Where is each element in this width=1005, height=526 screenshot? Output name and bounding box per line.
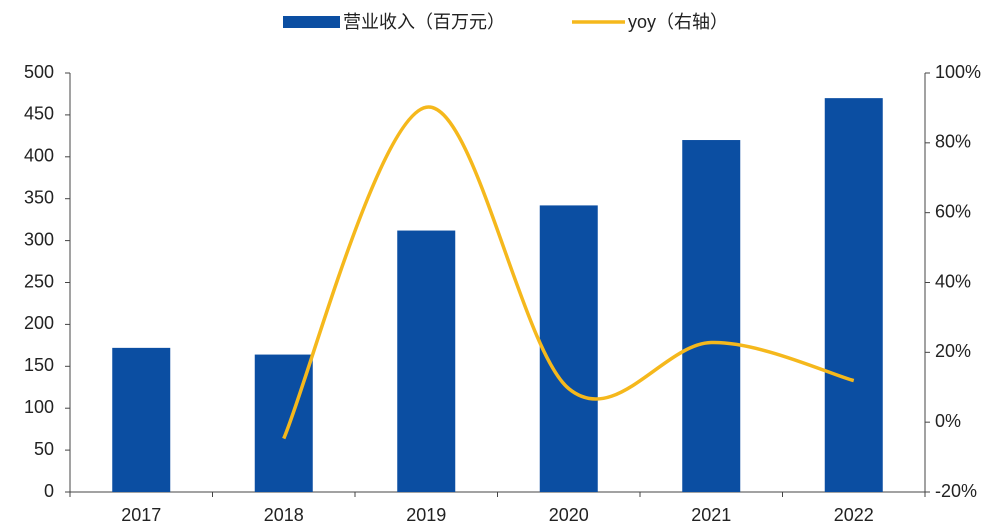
y2-tick-label: 80% [935, 132, 971, 152]
y2-tick-label: 20% [935, 341, 971, 361]
x-tick-label: 2020 [549, 505, 589, 525]
legend-label: 营业收入（百万元） [343, 12, 505, 32]
legend-swatch [283, 16, 340, 28]
line [282, 105, 855, 440]
y2-tick-label: 60% [935, 201, 971, 221]
y-tick-label: 400 [24, 146, 54, 166]
x-tick-label: 2017 [121, 505, 161, 525]
y2-tick-label: 40% [935, 271, 971, 291]
y-tick-label: 0 [44, 481, 54, 501]
y-tick-label: 350 [24, 187, 54, 207]
x-tick-label: 2019 [406, 505, 446, 525]
y2-tick-label: -20% [935, 481, 977, 501]
legend-label: yoy（右轴） [628, 12, 728, 32]
x-tick-label: 2018 [264, 505, 304, 525]
bar [824, 98, 883, 492]
y-tick-label: 50 [34, 439, 54, 459]
x-tick-label: 2022 [834, 505, 874, 525]
bar [539, 205, 598, 493]
x-tick-label: 2021 [691, 505, 731, 525]
bar [254, 354, 313, 492]
bar [682, 140, 741, 493]
y-tick-label: 450 [24, 104, 54, 124]
bar [397, 230, 456, 492]
y-tick-label: 300 [24, 229, 54, 249]
bar [112, 347, 171, 492]
y-tick-label: 150 [24, 355, 54, 375]
y2-tick-label: 100% [935, 62, 981, 82]
y-tick-label: 200 [24, 313, 54, 333]
y-tick-label: 250 [24, 271, 54, 291]
y-tick-label: 100 [24, 397, 54, 417]
y2-tick-label: 0% [935, 411, 961, 431]
y-tick-label: 500 [24, 62, 54, 82]
